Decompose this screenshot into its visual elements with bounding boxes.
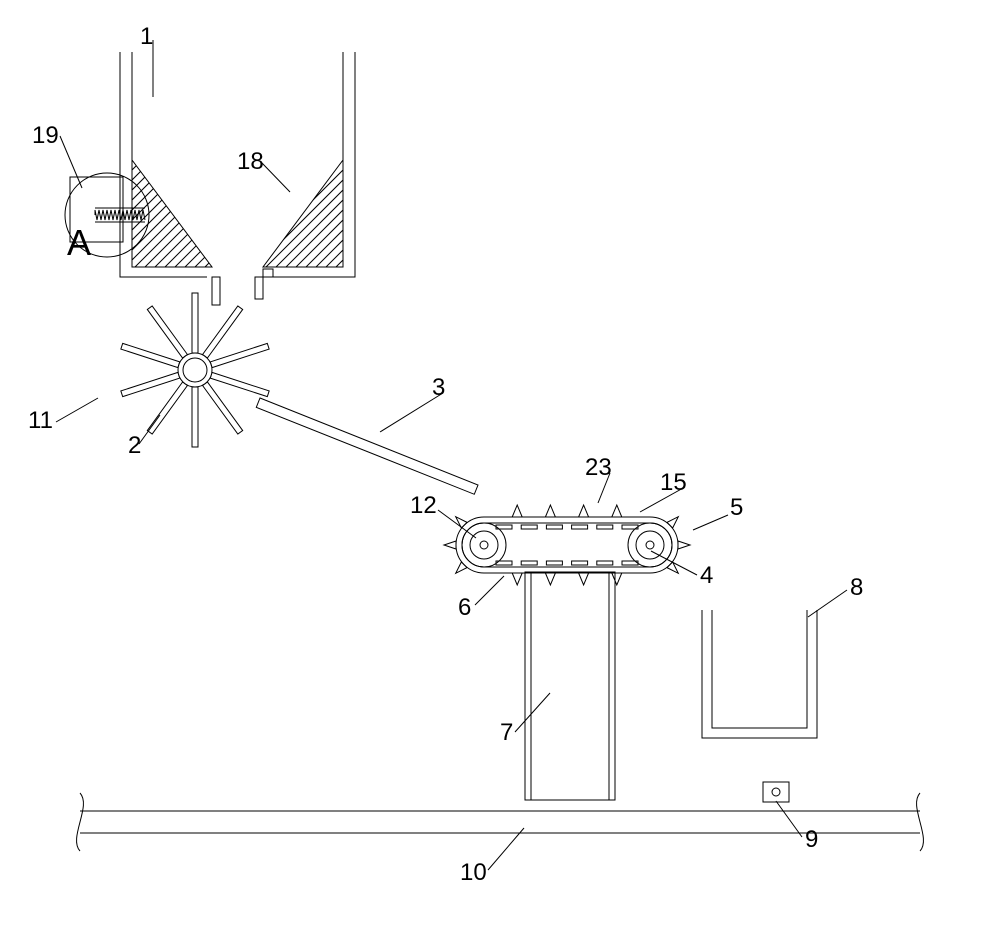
- label-1: 1: [140, 23, 153, 50]
- label-4: 4: [700, 562, 713, 589]
- label-19: 19: [32, 122, 59, 149]
- label-7: 7: [500, 719, 513, 746]
- label-A: A: [67, 222, 91, 263]
- label-6: 6: [458, 594, 471, 621]
- label-3: 3: [432, 374, 445, 401]
- label-2: 2: [128, 432, 141, 459]
- label-23: 23: [585, 454, 612, 481]
- label-12: 12: [410, 492, 437, 519]
- technical-diagram: 119A18112312231554678910: [0, 0, 1000, 925]
- label-8: 8: [850, 574, 863, 601]
- label-10: 10: [460, 859, 487, 886]
- label-11: 11: [28, 407, 53, 434]
- label-15: 15: [660, 469, 687, 496]
- label-9: 9: [805, 826, 818, 853]
- label-18: 18: [237, 148, 264, 175]
- label-5: 5: [730, 494, 743, 521]
